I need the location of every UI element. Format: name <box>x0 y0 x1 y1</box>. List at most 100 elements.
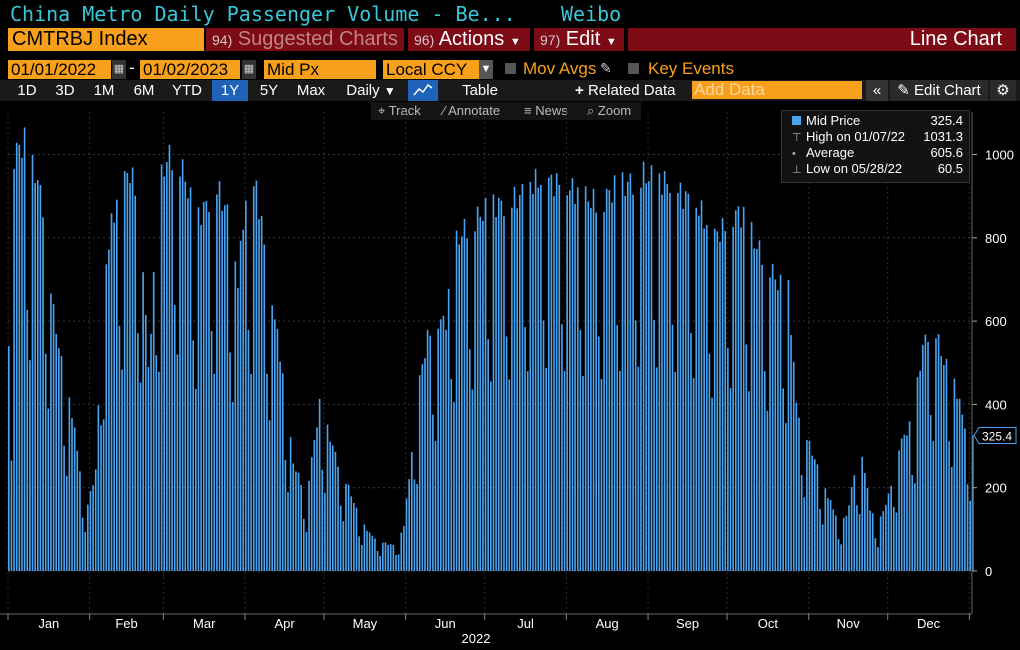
bar-day-66 <box>181 159 184 571</box>
bar-day-297 <box>790 335 792 571</box>
track-button[interactable]: ⌖ Track <box>378 102 421 120</box>
bar-day-148 <box>397 554 400 571</box>
range-button-max[interactable]: Max <box>290 80 332 101</box>
table-button[interactable]: Table <box>448 80 512 101</box>
bar-day-55 <box>152 271 155 571</box>
range-button-ytd[interactable]: YTD <box>166 80 208 101</box>
bar-day-226 <box>603 211 605 571</box>
bar-day-217 <box>579 330 582 571</box>
range-button-1d[interactable]: 1D <box>10 80 44 101</box>
line-chart-icon[interactable] <box>408 80 438 101</box>
bar-day-122 <box>329 441 331 571</box>
bar-day-79 <box>216 194 218 572</box>
range-button-3d[interactable]: 3D <box>48 80 82 101</box>
add-data-input[interactable]: Add Data <box>692 81 862 99</box>
key-events-checkbox[interactable] <box>628 63 639 74</box>
bar-day-359 <box>953 378 956 571</box>
bar-day-180 <box>482 220 484 571</box>
bar-day-67 <box>184 181 187 571</box>
mov-avgs-checkbox[interactable] <box>505 63 516 74</box>
bar-day-125 <box>337 466 339 571</box>
x-tick-label: May <box>353 616 378 631</box>
bar-day-241 <box>642 161 645 571</box>
bar-day-251 <box>669 192 671 572</box>
bar-day-172 <box>461 236 463 572</box>
news-button[interactable]: ≡ News <box>524 102 568 120</box>
bar-day-304 <box>808 440 811 571</box>
bar-day-361 <box>958 398 961 571</box>
settings-gear-icon[interactable]: ⚙ <box>990 80 1016 101</box>
start-date-field[interactable]: 01/01/2022 <box>8 60 111 79</box>
end-date-field[interactable]: 01/02/2023 <box>140 60 240 79</box>
bar-day-15 <box>47 408 50 571</box>
bar-day-364 <box>966 484 969 571</box>
key-events-label[interactable]: Key Events <box>648 59 734 78</box>
actions-button[interactable]: 96) Actions ▼ <box>408 28 530 51</box>
bar-day-220 <box>587 201 590 571</box>
pencil-icon[interactable]: ✎ <box>600 60 612 76</box>
bar-day-85 <box>231 402 234 571</box>
bar-day-44 <box>123 170 126 571</box>
bar-day-221 <box>590 208 592 571</box>
bar-day-139 <box>374 538 376 571</box>
edit-button[interactable]: 97) Edit ▼ <box>534 28 624 51</box>
bar-day-204 <box>545 367 547 571</box>
suggested-charts-button[interactable]: 94) Suggested Charts <box>206 28 404 51</box>
start-calendar-icon[interactable]: ▦ <box>112 60 126 79</box>
bar-day-103 <box>279 361 281 571</box>
bar-day-97 <box>263 244 266 572</box>
range-button-1m[interactable]: 1M <box>86 80 122 101</box>
legend-avg-label: Average <box>806 145 855 160</box>
bar-day-61 <box>168 144 171 571</box>
bar-day-218 <box>582 376 584 571</box>
bar-day-99 <box>268 420 271 571</box>
edit-label: Edit <box>565 28 601 50</box>
bar-day-315 <box>837 539 840 571</box>
price-field-select[interactable]: Mid Px <box>264 60 376 79</box>
currency-select[interactable]: Local CCY <box>383 60 479 79</box>
bar-day-48 <box>134 195 137 571</box>
end-calendar-icon[interactable]: ▦ <box>242 60 256 79</box>
bar-day-200 <box>534 168 537 571</box>
bar-day-244 <box>650 165 653 572</box>
bar-day-181 <box>484 198 487 571</box>
bar-day-246 <box>655 367 658 571</box>
bar-day-170 <box>455 230 458 572</box>
bar-day-288 <box>766 410 769 571</box>
range-button-5y[interactable]: 5Y <box>252 80 286 101</box>
bar-day-54 <box>150 333 152 571</box>
frequency-select[interactable]: Daily ▼ <box>338 80 404 101</box>
collapse-icon[interactable]: « <box>866 80 888 101</box>
bar-day-259 <box>690 333 692 571</box>
bar-day-266 <box>708 353 711 571</box>
edit-chart-button[interactable]: ✎ Edit Chart <box>890 80 988 101</box>
bar-day-63 <box>173 305 176 571</box>
annotate-button[interactable]: ∕ Annotate <box>443 102 501 120</box>
related-data-button[interactable]: + Related Data <box>575 80 683 101</box>
bar-day-215 <box>574 203 576 571</box>
bar-day-49 <box>137 333 139 571</box>
bar-day-192 <box>513 186 516 572</box>
zoom-button[interactable]: ⌕ Zoom <box>587 102 632 120</box>
bar-day-123 <box>331 445 334 571</box>
ticker-field[interactable]: CMTRBJ Index <box>8 28 204 51</box>
bar-day-313 <box>832 509 835 571</box>
bar-day-343 <box>911 475 914 571</box>
chart-type-label[interactable]: Line Chart <box>628 28 1016 51</box>
range-button-1y[interactable]: 1Y <box>212 80 248 101</box>
bar-day-102 <box>276 329 279 571</box>
legend-low-label: Low on 05/28/22 <box>806 161 903 176</box>
bar-day-68 <box>187 198 189 571</box>
currency-chevron-icon[interactable]: ▼ <box>479 60 493 79</box>
mov-avgs-label[interactable]: Mov Avgs <box>523 59 597 78</box>
bar-day-335 <box>890 485 892 571</box>
range-button-6m[interactable]: 6M <box>126 80 162 101</box>
y-tick-label: 600 <box>985 314 1007 329</box>
bar-day-305 <box>811 455 813 571</box>
bar-day-340 <box>903 434 906 571</box>
bar-day-163 <box>437 328 439 571</box>
bar-day-178 <box>476 206 479 571</box>
bar-day-271 <box>721 218 724 571</box>
bar-day-104 <box>281 373 284 571</box>
